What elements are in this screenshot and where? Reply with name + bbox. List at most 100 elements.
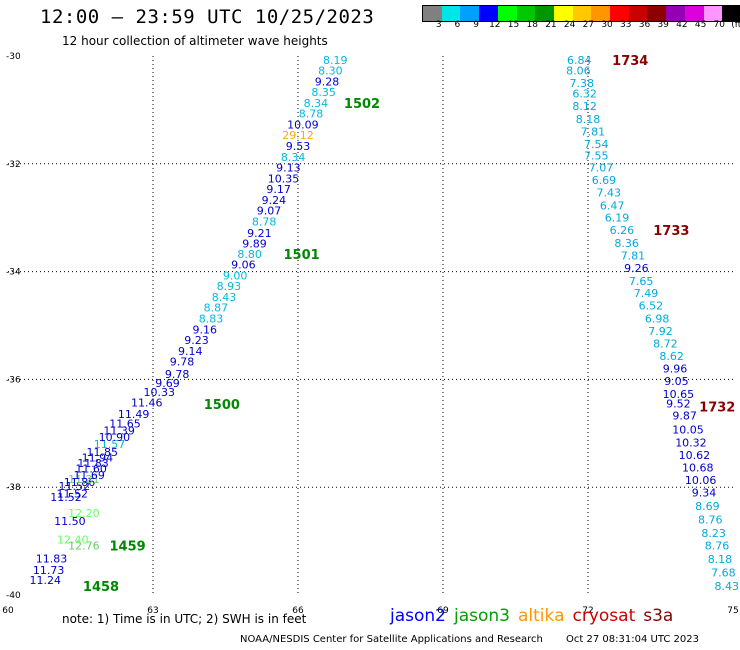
color-scale-label: 9 bbox=[473, 20, 479, 30]
color-scale-label: 30 bbox=[601, 20, 613, 30]
color-scale-label: 21 bbox=[545, 20, 557, 30]
wave-height-label: 12.20 bbox=[68, 507, 100, 520]
color-scale-label: 39 bbox=[657, 20, 669, 30]
wave-height-label: 9.53 bbox=[286, 140, 311, 153]
wave-height-label: 8.72 bbox=[653, 337, 678, 350]
x-tick-label: 75 bbox=[727, 606, 738, 616]
wave-height-label: 10.68 bbox=[682, 461, 714, 474]
wave-height-label: 9.13 bbox=[276, 162, 301, 175]
wave-height-label: 7.49 bbox=[634, 287, 659, 300]
wave-height-label: 8.34 bbox=[281, 151, 306, 164]
wave-height-label: 11.69 bbox=[73, 469, 105, 482]
wave-height-label: 7.68 bbox=[711, 566, 736, 579]
x-tick-label: 60 bbox=[2, 606, 14, 616]
wave-height-label: 6.19 bbox=[605, 212, 630, 225]
wave-height-label: 9.34 bbox=[692, 487, 717, 500]
wave-height-label: 29.12 bbox=[282, 129, 314, 142]
wave-height-label: 12.40 bbox=[57, 533, 89, 546]
wave-height-label: 8.18 bbox=[708, 553, 733, 566]
wave-height-label: 8.80 bbox=[237, 248, 262, 261]
wave-height-label: 8.06 bbox=[566, 65, 591, 78]
color-scale-label: 3 bbox=[435, 20, 442, 30]
color-scale-bar bbox=[422, 5, 740, 22]
wave-height-label: 6.84 bbox=[567, 54, 592, 67]
wave-height-label: 11.65 bbox=[109, 418, 141, 431]
color-swatch bbox=[666, 6, 685, 21]
color-scale-label: 18 bbox=[526, 20, 538, 30]
wave-height-label: 7.55 bbox=[584, 150, 609, 163]
color-swatch bbox=[628, 6, 648, 21]
wave-height-label: 11.21 bbox=[68, 473, 100, 486]
wave-height-label: 8.93 bbox=[217, 280, 242, 293]
chart-subtitle: 12 hour collection of altimeter wave hei… bbox=[62, 34, 328, 48]
wave-height-label: 9.07 bbox=[257, 205, 282, 218]
color-scale-label: 33 bbox=[620, 20, 632, 30]
pass-time-label: 1458 bbox=[83, 580, 119, 595]
wave-height-label: 9.69 bbox=[155, 377, 180, 390]
pass-time-label: 1733 bbox=[653, 224, 689, 239]
wave-height-label: 9.23 bbox=[184, 334, 209, 347]
color-scale-label: 15 bbox=[507, 20, 520, 30]
wave-height-label: 7.54 bbox=[584, 138, 609, 151]
footer: NOAA/NESDIS Center for Satellite Applica… bbox=[240, 634, 699, 645]
wave-height-label: 11.52 bbox=[50, 491, 82, 504]
wave-height-label: 10.90 bbox=[99, 431, 131, 444]
wave-height-label: 8.23 bbox=[701, 527, 726, 540]
wave-height-label: 9.17 bbox=[266, 183, 291, 196]
wave-height-label: 6.52 bbox=[639, 300, 664, 313]
color-swatch bbox=[703, 6, 723, 21]
x-tick-label: 63 bbox=[147, 606, 158, 616]
units-note: note: 1) Time is in UTC; 2) SWH is in fe… bbox=[62, 612, 307, 626]
chart-title: 12:00 – 23:59 UTC 10/25/2023 bbox=[40, 6, 375, 28]
color-scale-label: 42 bbox=[676, 20, 688, 30]
wave-height-label: 11.50 bbox=[54, 515, 86, 528]
wave-height-label: 9.26 bbox=[624, 262, 649, 275]
wave-height-label: 6.47 bbox=[600, 199, 625, 212]
color-swatch bbox=[441, 6, 461, 21]
wave-height-label: 8.78 bbox=[299, 108, 324, 121]
wave-height-label: 11.94 bbox=[82, 452, 114, 465]
legend-cryosat: cryosat bbox=[572, 606, 636, 626]
wave-height-label: 6.32 bbox=[572, 88, 597, 101]
wave-height-label: 8.76 bbox=[705, 539, 730, 552]
wave-height-label: 8.30 bbox=[318, 65, 343, 78]
wave-height-label: 8.36 bbox=[614, 237, 639, 250]
color-swatch bbox=[591, 6, 611, 21]
wave-height-label: 11.85 bbox=[87, 446, 119, 459]
wave-height-label: 9.00 bbox=[223, 269, 248, 282]
wave-height-label: 10.06 bbox=[685, 474, 717, 487]
wave-height-label: 8.69 bbox=[695, 500, 720, 513]
color-swatch bbox=[460, 6, 480, 21]
wave-height-label: 8.76 bbox=[698, 514, 723, 527]
footer-credit: NOAA/NESDIS Center for Satellite Applica… bbox=[240, 634, 543, 645]
wave-height-label: 9.78 bbox=[165, 368, 190, 381]
pass-time-label: 1502 bbox=[344, 97, 380, 112]
color-scale-label: 12 bbox=[489, 20, 501, 30]
wave-height-label: 11.73 bbox=[33, 564, 65, 577]
y-tick-label: -30 bbox=[6, 52, 21, 62]
wave-height-label: 10.09 bbox=[287, 118, 319, 131]
wave-height-label: 9.05 bbox=[664, 375, 689, 388]
wave-height-label: 11.24 bbox=[29, 574, 61, 587]
color-swatch bbox=[479, 6, 498, 21]
y-tick-label: -40 bbox=[6, 591, 21, 601]
color-scale-label: 36 bbox=[638, 20, 651, 30]
wave-height-label: 7.81 bbox=[621, 249, 646, 262]
y-tick-label: -38 bbox=[6, 483, 21, 493]
wave-height-label: 9.14 bbox=[178, 345, 203, 358]
wave-height-label: 10.65 bbox=[663, 388, 695, 401]
y-tick-label: -36 bbox=[6, 375, 21, 385]
color-scale-label: 6 bbox=[454, 20, 461, 30]
wave-height-label: 10.05 bbox=[672, 424, 704, 437]
wave-height-label: 11.52 bbox=[57, 488, 89, 501]
footer-timestamp: Oct 27 08:31:04 UTC 2023 bbox=[566, 634, 699, 645]
wave-height-label: 11.46 bbox=[131, 397, 163, 410]
wave-height-label: 8.43 bbox=[714, 580, 739, 593]
color-swatch bbox=[516, 6, 536, 21]
wave-height-label: 8.62 bbox=[659, 350, 684, 363]
wave-height-label: 9.96 bbox=[663, 363, 688, 376]
x-tick-label: 69 bbox=[437, 606, 449, 616]
color-scale-label: 24 bbox=[563, 20, 576, 30]
